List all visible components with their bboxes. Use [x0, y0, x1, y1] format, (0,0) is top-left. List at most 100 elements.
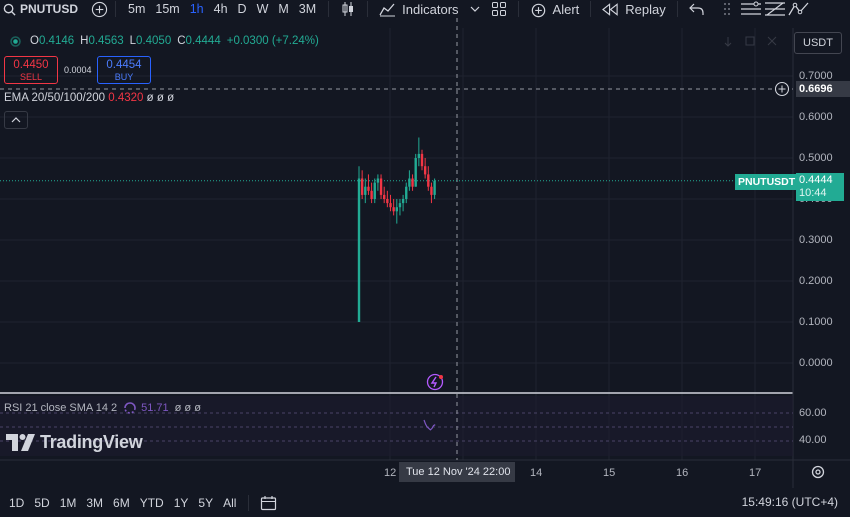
rsi-legend[interactable]: RSI 21 close SMA 14 2 51.71 ø ø ø [4, 401, 201, 415]
tradingview-logo[interactable]: TradingView [6, 432, 143, 453]
top-toolbar: PNUTUSD 5m 15m 1h 4h D W M 3M Indicators… [0, 0, 850, 18]
fibonacci-icon [764, 2, 785, 16]
ema-legend[interactable]: EMA 20/50/100/200 0.4320 ø ø ø [4, 92, 174, 104]
candle-body [386, 199, 389, 204]
fib-tools-button[interactable] [763, 0, 787, 18]
sell-label: SELL [19, 72, 43, 82]
timeframe-m[interactable]: M [278, 2, 289, 16]
range-5y[interactable]: 5Y [198, 495, 214, 510]
timeframe-4h[interactable]: 4h [213, 2, 228, 16]
plus-circle-icon [91, 1, 107, 17]
indicators-icon [379, 3, 396, 16]
price-label: 0.5000 [799, 152, 833, 164]
drawing-lines-button[interactable] [739, 0, 763, 18]
drag-dots-icon [723, 3, 730, 15]
search-icon [3, 3, 16, 16]
timeframe-5m[interactable]: 5m [128, 2, 146, 16]
legend-collapse-button[interactable] [4, 111, 28, 129]
candle-body [392, 207, 395, 212]
range-1m[interactable]: 1M [59, 495, 77, 510]
layout-button[interactable] [487, 0, 511, 18]
range-ytd[interactable]: YTD [139, 495, 164, 510]
goto-date-button[interactable] [256, 494, 280, 512]
symbol-name[interactable]: PNUTUSD [20, 2, 79, 16]
rsi-polyline [423, 419, 436, 431]
crosshair-price-label: 0.6696 [796, 81, 850, 97]
time-label: 17 [749, 467, 762, 479]
buy-button[interactable]: 0.4454 BUY [97, 56, 151, 84]
range-all[interactable]: All [223, 495, 237, 510]
timeframe-3m[interactable]: 3M [298, 2, 317, 16]
symbol-price-tag: PNUTUSDT [735, 174, 799, 190]
rsi-level-label: 40.00 [799, 434, 827, 446]
crosshair-time-label: Tue 12 Nov '24 22:00 [399, 462, 515, 482]
candle-body [417, 153, 421, 158]
logo-text: TradingView [40, 432, 143, 452]
currency-select[interactable]: USDT [794, 32, 842, 54]
indicators-label: Indicators [402, 1, 459, 17]
divider [367, 1, 369, 17]
divider [590, 1, 592, 17]
timeframe-1h[interactable]: 1h [189, 2, 204, 16]
candle-body [411, 178, 414, 187]
loading-spinner-icon [124, 402, 136, 414]
add-alert-icon[interactable] [774, 81, 790, 97]
divider [328, 1, 330, 17]
patterns-button[interactable] [787, 0, 811, 18]
range-1y[interactable]: 1Y [173, 495, 189, 510]
candle-body [405, 186, 408, 199]
candle-body [408, 178, 411, 187]
tradingview-logo-icon [6, 434, 35, 451]
settings-icon[interactable] [811, 465, 825, 479]
high-label: H [80, 35, 89, 47]
market-status[interactable] [0, 35, 30, 47]
divider [248, 494, 250, 511]
status-dot-icon [9, 35, 21, 47]
chart-type-button[interactable] [336, 0, 360, 18]
ohlc-legend: O 0.4146 H 0.4563 L 0.4050 C 0.4444 +0.0300 … [0, 30, 325, 52]
candle-body [420, 153, 424, 167]
candle-body [423, 166, 427, 175]
rewind-icon [602, 2, 618, 16]
range-3m[interactable]: 3M [86, 495, 104, 510]
flash-icon[interactable] [426, 373, 444, 391]
candle-body [357, 178, 361, 322]
indicators-button[interactable]: Indicators [375, 2, 462, 17]
candle-body [360, 178, 364, 195]
low-value: 0.4050 [136, 35, 172, 47]
symbol-search[interactable]: PNUTUSD [0, 0, 78, 18]
candles-icon [342, 2, 354, 16]
alert-button[interactable]: Alert [526, 1, 584, 18]
timeframe-d[interactable]: D [237, 2, 247, 16]
change-value: +0.0300 (+7.24%) [226, 35, 319, 47]
bottom-toolbar: 1D 5D 1M 3M 6M YTD 1Y 5Y All [0, 488, 850, 517]
divider [517, 1, 519, 17]
undo-button[interactable] [685, 0, 709, 18]
indicator-templates-button[interactable] [463, 0, 487, 18]
bar-countdown: 10:44 [799, 187, 827, 199]
currency-label: USDT [803, 37, 833, 49]
timeframe-w[interactable]: W [256, 2, 269, 16]
open-value: 0.4146 [38, 35, 75, 47]
time-label: 16 [676, 467, 689, 479]
drag-handle[interactable] [715, 0, 739, 18]
chevron-up-icon [11, 117, 21, 123]
timeframe-15m[interactable]: 15m [155, 2, 180, 16]
range-1d[interactable]: 1D [9, 495, 25, 510]
replay-button[interactable]: Replay [598, 2, 669, 17]
candle-body [395, 207, 398, 212]
time-label: 14 [530, 467, 543, 479]
candle-body [373, 182, 376, 199]
divider [676, 1, 678, 17]
open-label: O [30, 35, 39, 47]
rsi-line [423, 419, 436, 431]
range-5d[interactable]: 5D [34, 495, 50, 510]
sell-price: 0.4450 [13, 59, 49, 71]
clock-timezone[interactable]: 15:49:16 (UTC+4) [741, 495, 838, 509]
high-value: 0.4563 [88, 35, 124, 47]
candle-body [379, 178, 383, 195]
sell-button[interactable]: 0.4450 SELL [4, 56, 58, 84]
compare-symbol-button[interactable] [90, 0, 108, 18]
range-6m[interactable]: 6M [113, 495, 130, 510]
buy-label: BUY [114, 72, 134, 82]
